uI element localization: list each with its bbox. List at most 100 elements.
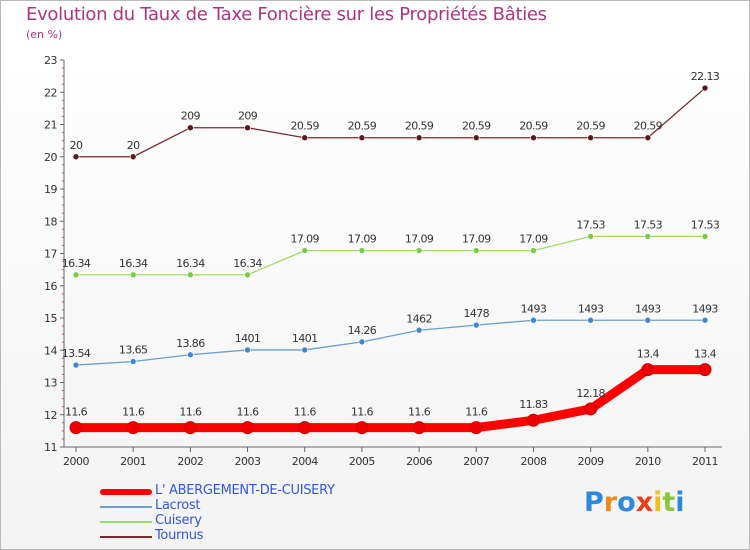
data-point	[530, 316, 537, 324]
y-tick-label: 22	[44, 86, 57, 99]
data-label: 20.59	[290, 120, 319, 133]
data-label: 17.09	[462, 233, 491, 246]
data-point	[415, 247, 423, 254]
data-point	[72, 361, 80, 369]
data-point	[244, 271, 251, 279]
x-tick-label: 2010	[635, 455, 661, 468]
x-tick-label: 2000	[63, 455, 89, 468]
data-point	[412, 421, 426, 435]
unit-label: (en %)	[26, 28, 63, 41]
legend-label: Tournus	[155, 528, 204, 543]
data-label: 20.59	[519, 120, 548, 133]
legend-swatch	[100, 506, 152, 508]
data-point	[187, 271, 194, 279]
data-label: 20.59	[576, 120, 605, 133]
data-point	[183, 421, 197, 435]
data-label: 1401	[235, 332, 261, 345]
data-label: 209	[181, 110, 201, 123]
logo-letter: x	[635, 487, 654, 518]
series-line	[75, 235, 706, 276]
y-tick-label: 16	[44, 280, 57, 293]
data-point	[187, 351, 194, 359]
logo-letter: i	[675, 487, 685, 518]
data-point	[415, 326, 423, 334]
legend-swatch	[100, 536, 152, 538]
y-tick-label: 17	[44, 248, 57, 261]
data-point	[584, 402, 598, 416]
data-point	[526, 413, 540, 427]
data-label: 20.59	[405, 120, 434, 133]
data-point	[644, 134, 652, 142]
data-point	[701, 233, 709, 240]
data-point	[701, 316, 709, 324]
data-point	[298, 421, 312, 435]
data-point	[701, 84, 709, 92]
data-label: 11.83	[519, 398, 548, 411]
data-label: 20.59	[462, 120, 491, 133]
logo-letter: r	[603, 487, 618, 518]
data-point	[358, 247, 366, 254]
data-point	[301, 247, 309, 254]
y-tick-label: 14	[44, 344, 57, 357]
legend-label: L' ABERGEMENT-DE-CUISERY	[155, 483, 335, 498]
data-label: 16.34	[233, 257, 262, 270]
data-point	[358, 338, 366, 346]
data-point	[641, 363, 655, 377]
series-line	[71, 365, 710, 433]
data-label: 1478	[463, 307, 489, 320]
data-label: 1493	[578, 302, 604, 315]
data-point	[644, 233, 652, 240]
data-point	[187, 124, 194, 132]
logo-letter: P	[584, 487, 604, 518]
data-label: 11.6	[408, 406, 431, 419]
logo-letter: o	[617, 487, 636, 518]
x-tick-label: 2002	[177, 455, 203, 468]
data-label: 11.6	[351, 406, 374, 419]
data-point	[530, 134, 537, 142]
data-label: 13.4	[637, 348, 660, 361]
chart-title: Evolution du Taux de Taxe Foncière sur l…	[26, 4, 547, 25]
data-label: 16.34	[176, 257, 205, 270]
data-label: 17.09	[405, 233, 434, 246]
legend-swatch	[100, 521, 152, 523]
y-tick-label: 13	[44, 377, 57, 390]
x-tick-label: 2011	[692, 455, 718, 468]
data-point	[587, 134, 594, 142]
data-point	[69, 421, 83, 435]
legend-label: Cuisery	[155, 513, 202, 528]
data-label: 20	[127, 139, 140, 152]
data-label: 17.09	[348, 233, 377, 246]
data-point	[301, 134, 309, 142]
data-label: 1401	[292, 332, 318, 345]
x-tick-label: 2005	[349, 455, 375, 468]
proxiti-logo: Proxiti	[584, 487, 685, 518]
y-tick-label: 23	[44, 54, 57, 67]
data-point	[355, 421, 369, 435]
data-label: 209	[238, 110, 258, 123]
data-point	[126, 421, 140, 435]
data-label: 16.34	[119, 257, 148, 270]
y-tick-label: 21	[44, 119, 57, 132]
data-point	[129, 358, 137, 365]
data-point	[530, 247, 537, 254]
x-tick-label: 2007	[463, 455, 489, 468]
data-label: 1493	[635, 302, 661, 315]
x-tick-label: 2008	[520, 455, 546, 468]
data-label: 1493	[692, 302, 718, 315]
data-point	[244, 346, 251, 354]
y-tick-label: 11	[44, 441, 57, 454]
data-point	[241, 421, 255, 435]
data-label: 20	[70, 139, 83, 152]
data-label: 11.6	[236, 406, 259, 419]
data-label: 13.54	[62, 347, 91, 360]
data-point	[472, 134, 480, 142]
data-label: 11.6	[65, 406, 88, 419]
data-label: 17.53	[576, 218, 605, 231]
data-label: 13.65	[119, 344, 148, 357]
data-label: 11.6	[465, 406, 488, 419]
data-point	[587, 233, 594, 240]
logo-letter: i	[653, 487, 663, 518]
legend-label: Lacrost	[155, 498, 201, 513]
series-line	[75, 319, 706, 366]
